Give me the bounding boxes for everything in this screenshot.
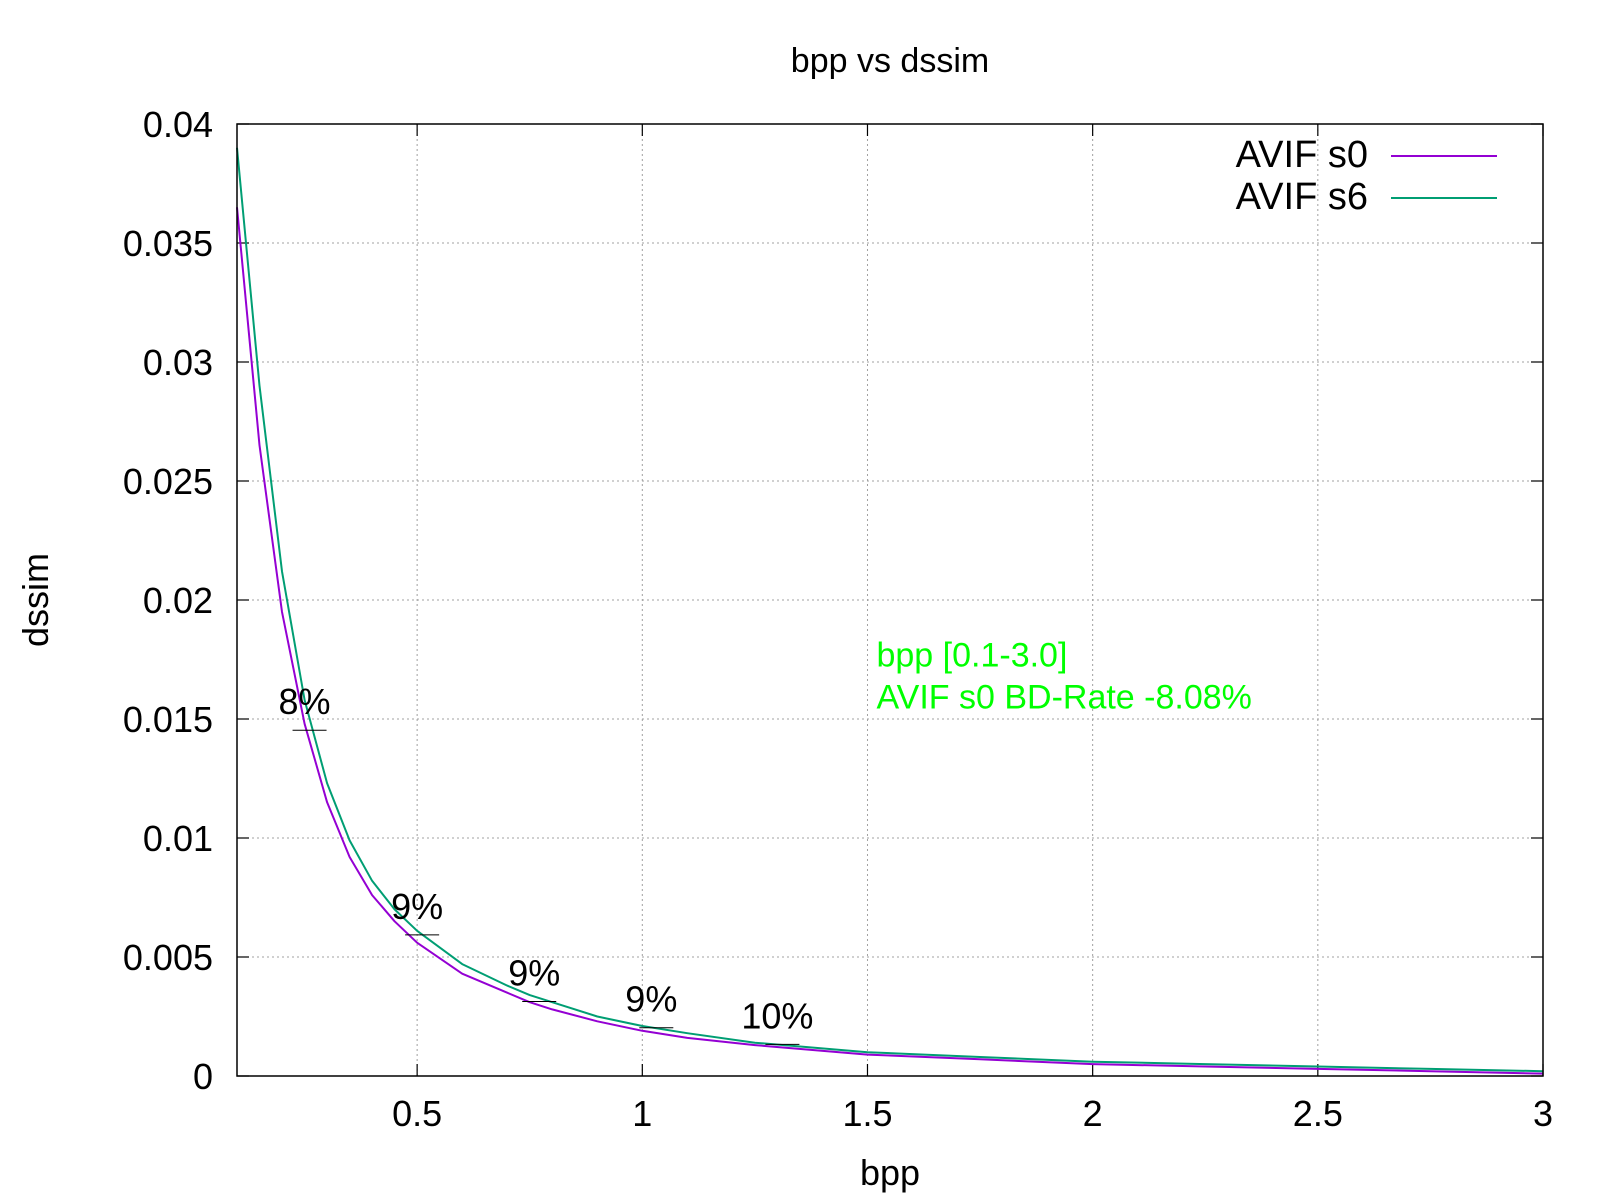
x-axis-label: bpp (860, 1152, 920, 1193)
x-tick-label: 3 (1533, 1093, 1553, 1134)
x-tick-label: 0.5 (392, 1093, 442, 1134)
series-line-avif-s0 (236, 207, 1544, 1075)
y-tick-label: 0 (193, 1056, 213, 1097)
y-tick-label: 0.015 (123, 699, 213, 740)
percent-label: 10% (741, 995, 813, 1036)
series-line-avif-s6 (236, 147, 1544, 1073)
y-axis-label: dssim (15, 553, 56, 647)
plot-frame (236, 123, 1544, 1077)
y-tick-label: 0.03 (143, 342, 213, 383)
y-tick-label: 0.005 (123, 937, 213, 978)
percent-label: 9% (391, 886, 443, 927)
percent-label: 8% (279, 681, 331, 722)
annotation-line-range: bpp [0.1-3.0] (876, 637, 1067, 675)
legend-label-avif-s0: AVIF s0 (1236, 134, 1368, 176)
y-tick-label: 0.01 (143, 818, 213, 859)
y-tick-label: 0.025 (123, 461, 213, 502)
chart-title: bpp vs dssim (791, 42, 989, 80)
bd-rate-annotation: bpp [0.1-3.0] AVIF s0 BD-Rate -8.08% (876, 637, 1251, 717)
x-tick-label: 1.5 (842, 1093, 892, 1134)
x-tick-label: 1 (632, 1093, 652, 1134)
legend: AVIF s0 AVIF s6 (1236, 134, 1497, 218)
percent-label: 9% (508, 953, 560, 994)
series-lines (236, 147, 1544, 1075)
x-tick-label: 2 (1083, 1093, 1103, 1134)
y-tick-label: 0.02 (143, 580, 213, 621)
legend-label-avif-s6: AVIF s6 (1236, 176, 1368, 218)
percent-labels: 8% 9% 9% 9% 10% (279, 681, 813, 1045)
y-tick-label: 0.04 (143, 104, 213, 145)
y-tick-label: 0.035 (123, 223, 213, 264)
percent-label: 9% (625, 979, 677, 1020)
annotation-line-bd-rate: AVIF s0 BD-Rate -8.08% (876, 679, 1251, 717)
grid (237, 124, 1543, 1076)
x-tick-label: 2.5 (1293, 1093, 1343, 1134)
axis-ticks: 0 0.005 0.01 0.015 0.02 0.025 0.03 0.035 0.04 0.5… (123, 104, 1553, 1134)
